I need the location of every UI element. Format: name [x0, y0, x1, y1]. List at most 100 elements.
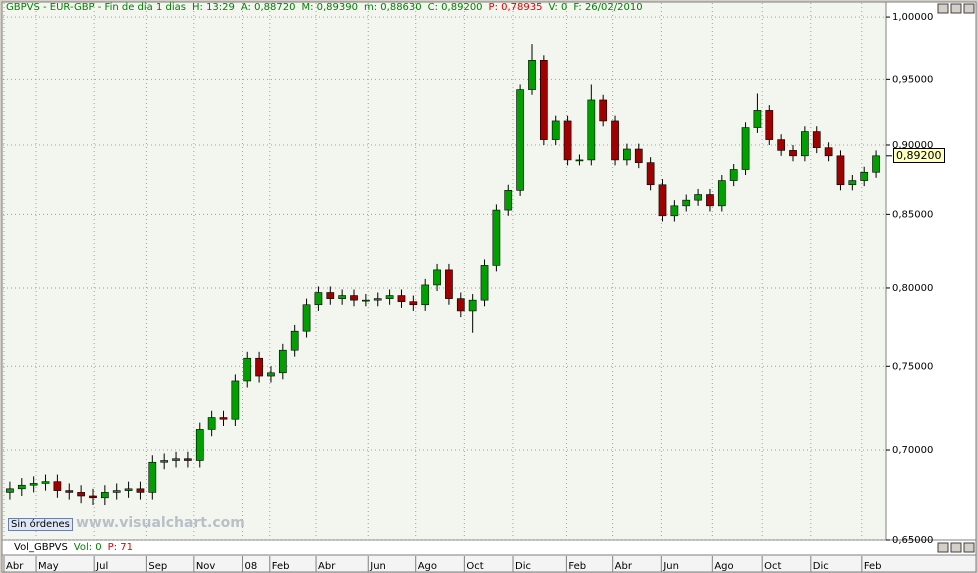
candle-body: [563, 120, 572, 161]
close-button[interactable]: [963, 542, 975, 553]
header-field: C: 0,89200: [427, 2, 483, 13]
candle-body: [599, 99, 608, 122]
volume-panel: [1, 539, 977, 556]
candle-body: [516, 89, 524, 191]
y-tick-label: 0,90000: [892, 140, 933, 151]
header-field: GBPVS - EUR-GBP - Fin de dia 1 dias: [6, 2, 186, 13]
candle-body: [468, 299, 477, 312]
candle-body: [836, 155, 845, 186]
candle-body: [551, 120, 560, 140]
candle-body: [6, 488, 14, 493]
symbol-header: GBPVS - EUR-GBP - Fin de dia 1 dias H: 13…: [6, 2, 643, 13]
time-axis-panel: [1, 554, 977, 573]
candle-body: [848, 180, 857, 186]
candle-body: [290, 330, 299, 351]
candle-body: [634, 148, 643, 163]
candle-body: [409, 301, 418, 306]
candle-body: [207, 417, 216, 430]
candle-body: [195, 429, 204, 461]
x-tick-label: Feb: [272, 561, 290, 572]
candle-body: [492, 209, 501, 266]
x-tick-label: Abr: [615, 561, 633, 572]
candle-body: [302, 304, 311, 332]
orders-badge[interactable]: Sin órdenes: [8, 518, 73, 531]
last-price-tag: 0,89200: [893, 147, 945, 163]
candle-body: [717, 180, 726, 207]
candle-body: [741, 127, 750, 170]
candle-body: [65, 490, 74, 493]
candle-body: [445, 269, 453, 299]
volume-field: Vol: 0: [73, 542, 102, 553]
window-buttons[interactable]: [937, 3, 975, 553]
candle-body: [433, 269, 441, 286]
candle-body: [385, 295, 394, 299]
candle-body: [872, 155, 880, 173]
candle-body: [658, 184, 667, 217]
candle-body: [184, 458, 192, 461]
candle-body: [623, 148, 631, 161]
maximize-button[interactable]: [950, 3, 962, 14]
candle-body: [456, 298, 465, 312]
close-button[interactable]: [963, 3, 975, 14]
header-field: H: 13:29: [192, 2, 235, 13]
candle-body: [77, 492, 85, 497]
candle-body: [587, 99, 596, 161]
candle-body: [480, 265, 489, 301]
candle-body: [362, 299, 370, 302]
header-field: P: 0,78935: [488, 2, 543, 13]
x-tick-label: Oct: [466, 561, 483, 572]
header-field: M: 0,89390: [301, 2, 358, 13]
candle-body: [338, 295, 347, 299]
x-tick-label: Dic: [515, 561, 531, 572]
candle-body: [421, 284, 430, 306]
x-tick-label: Oct: [764, 561, 781, 572]
candle-body: [231, 380, 240, 420]
x-tick-label: Sep: [148, 561, 167, 572]
candle-body: [611, 120, 619, 161]
candle-body: [172, 458, 180, 461]
candle-body: [112, 490, 121, 493]
candle-body: [812, 131, 821, 148]
candle-body: [765, 110, 774, 140]
candle-body: [160, 460, 169, 463]
candle-body: [350, 295, 358, 301]
candle-body: [539, 60, 548, 140]
header-field: F: 26/02/2010: [573, 2, 643, 13]
candle-body: [646, 162, 655, 186]
candle-body: [528, 60, 536, 90]
candle-body: [777, 139, 786, 151]
candle-body: [136, 488, 145, 493]
volume-field: P: 71: [107, 542, 133, 553]
candle-body: [100, 492, 109, 499]
candle-body: [255, 357, 263, 377]
candle-body: [29, 483, 38, 486]
volume-header: Vol_GBPVS Vol: 0 P: 71: [14, 542, 133, 553]
restore-button[interactable]: [937, 3, 949, 14]
maximize-button[interactable]: [950, 542, 962, 553]
candle-body: [682, 199, 691, 207]
candle-body: [219, 417, 228, 420]
candle-body: [373, 298, 382, 301]
candle-body: [504, 190, 513, 211]
candle-body: [860, 171, 869, 181]
candle-body: [41, 481, 50, 484]
x-tick-label: 08: [244, 561, 257, 572]
price-axis-panel: [885, 1, 977, 541]
candle-body: [89, 495, 97, 499]
candle-body: [789, 150, 797, 157]
header-field: V: 0: [548, 2, 568, 13]
candle-body: [17, 484, 26, 490]
header-field: A: 0,88720: [240, 2, 296, 13]
x-tick-label: Jun: [662, 561, 679, 572]
candle-body: [267, 372, 275, 377]
candle-body: [824, 147, 833, 157]
y-tick-label: 0,80000: [892, 283, 933, 294]
candle-body: [278, 349, 287, 374]
x-tick-label: Feb: [568, 561, 586, 572]
restore-button[interactable]: [937, 542, 949, 553]
x-tick-label: Nov: [196, 561, 216, 572]
candle-body: [801, 131, 809, 157]
candle-body: [326, 292, 335, 299]
